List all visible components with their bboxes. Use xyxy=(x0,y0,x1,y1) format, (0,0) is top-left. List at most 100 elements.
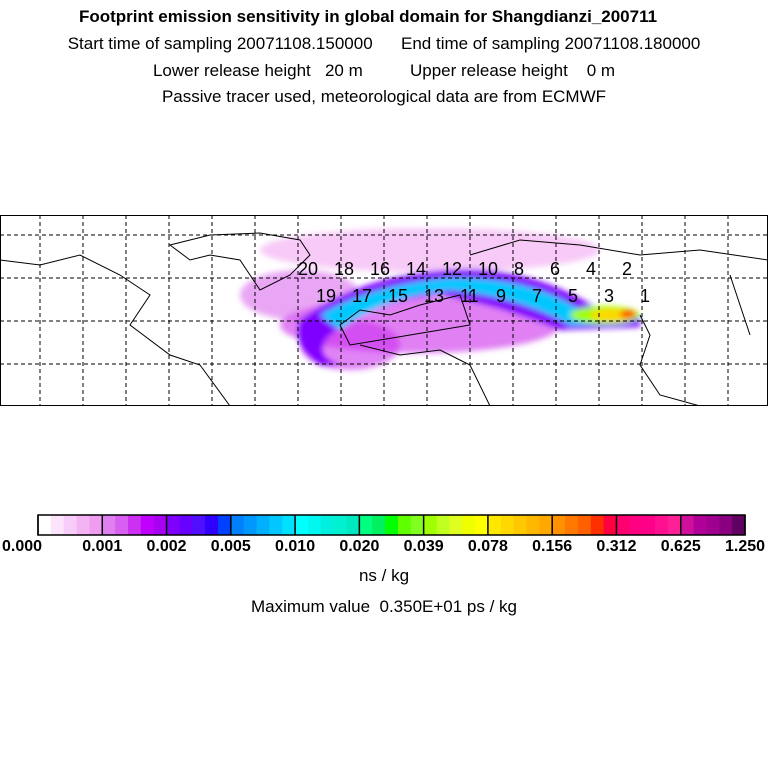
max-label: Maximum value xyxy=(250,597,371,616)
colorbar-swatch xyxy=(333,515,348,535)
colorbar-swatch xyxy=(487,515,502,535)
colorbar-swatch xyxy=(590,515,605,535)
trajectory-label: 3 xyxy=(604,286,614,306)
colorbar-swatch xyxy=(153,515,168,535)
colorbar-frame xyxy=(37,514,746,536)
colorbar-swatch xyxy=(513,515,527,535)
colorbar-swatch xyxy=(230,515,245,535)
trajectory-label: 8 xyxy=(514,259,524,279)
trajectory-label: 16 xyxy=(370,259,390,279)
colorbar-swatch xyxy=(680,515,695,535)
colorbar-swatch xyxy=(166,515,180,535)
trajectory-label: 10 xyxy=(478,259,498,279)
colorbar-swatch xyxy=(76,515,90,535)
colorbar-swatch xyxy=(462,515,476,535)
colorbar-tick-label: 0.312 xyxy=(596,538,637,555)
colorbar-tick-label: 0.156 xyxy=(532,538,573,555)
plot-title: Footprint emission sensitivity in global… xyxy=(78,7,658,26)
colorbar-swatch xyxy=(256,515,270,535)
colorbar-swatch xyxy=(667,515,682,535)
colorbar-swatch xyxy=(526,515,540,535)
colorbar-tick-label: 0.020 xyxy=(339,538,380,555)
colorbar-swatch xyxy=(102,515,116,535)
coastlines xyxy=(0,232,768,406)
trajectory-label: 12 xyxy=(442,259,462,279)
end-value: 20071108.180000 xyxy=(564,34,701,53)
colorbar-swatch xyxy=(295,515,309,535)
trajectory-label: 7 xyxy=(532,286,542,306)
end-label: End time of sampling xyxy=(401,34,560,53)
colorbar-tick-label: 1.250 xyxy=(724,538,766,555)
start-label: Start time of sampling xyxy=(67,34,233,53)
graticule xyxy=(0,215,768,406)
colorbar-swatch xyxy=(629,515,643,535)
colorbar-swatch xyxy=(50,515,65,535)
colorbar-swatch xyxy=(127,515,142,535)
colorbar-tick-label: 0.002 xyxy=(146,538,187,555)
trajectory-label: 15 xyxy=(388,286,408,306)
colorbar-swatch xyxy=(423,515,437,535)
colorbar-swatch xyxy=(642,515,656,535)
colorbar-swatch xyxy=(475,515,489,535)
colorbar-swatch xyxy=(269,515,283,535)
tracer-note: Passive tracer used, meteorological data… xyxy=(161,87,607,106)
colorbar-swatch xyxy=(539,515,553,535)
colorbar-tick-label: 0.039 xyxy=(403,538,444,555)
colorbar-swatch xyxy=(719,515,733,535)
colorbar-swatch xyxy=(693,515,707,535)
colorbar-tick-label: 0.625 xyxy=(660,538,701,555)
colorbar-unit: ns / kg xyxy=(358,566,410,585)
trajectory-label: 4 xyxy=(586,259,596,279)
colorbar-swatch xyxy=(192,515,206,535)
trajectory-label: 18 xyxy=(334,259,354,279)
colorbar-swatch xyxy=(616,515,630,535)
colorbar-tick-label: 0.000 xyxy=(1,538,43,555)
colorbar-swatch xyxy=(346,515,360,535)
trajectory-label: 19 xyxy=(316,286,336,306)
colorbar-tick-label: 0.005 xyxy=(210,538,251,555)
colorbar xyxy=(37,514,746,536)
colorbar-swatch xyxy=(449,515,463,535)
trajectory-label: 17 xyxy=(352,286,372,306)
colorbar-swatch xyxy=(359,515,373,535)
trajectory-label: 14 xyxy=(406,259,426,279)
release-heights: Lower release height 20 m Upper release … xyxy=(0,61,768,81)
upper-value: 0 m xyxy=(586,61,616,80)
colorbar-swatch xyxy=(655,515,669,535)
trajectory-label: 6 xyxy=(550,259,560,279)
sampling-times: Start time of sampling 20071108.150000 E… xyxy=(0,34,768,54)
colorbar-swatch xyxy=(410,515,425,535)
colorbar-tick-label: 0.010 xyxy=(275,538,316,555)
colorbar-swatch xyxy=(179,515,193,535)
colorbar-tick-label: 0.001 xyxy=(82,538,123,555)
colorbar-swatch xyxy=(140,515,155,535)
colorbar-swatch xyxy=(372,515,386,535)
colorbar-swatch xyxy=(397,515,412,535)
lower-value: 20 m xyxy=(324,61,363,80)
colorbar-swatch xyxy=(217,515,232,535)
trajectory-label: 2 xyxy=(622,259,632,279)
start-value: 20071108.150000 xyxy=(236,34,373,53)
colorbar-swatch xyxy=(552,515,566,535)
colorbar-swatch xyxy=(706,515,720,535)
colorbar-swatch xyxy=(565,515,579,535)
colorbar-swatch xyxy=(603,515,617,535)
colorbar-swatch xyxy=(500,515,515,535)
trajectory-label: 13 xyxy=(424,286,444,306)
colorbar-swatch xyxy=(385,515,399,535)
trajectory-label: 5 xyxy=(568,286,578,306)
colorbar-swatch xyxy=(89,515,103,535)
upper-label: Upper release height xyxy=(409,61,568,80)
trajectory-label: 20 xyxy=(298,259,318,279)
colorbar-swatch xyxy=(63,515,78,535)
colorbar-swatch xyxy=(243,515,258,535)
colorbar-swatch xyxy=(436,515,450,535)
trajectory-label: 1 xyxy=(640,286,650,306)
maximum-value: Maximum value 0.350E+01 ps / kg xyxy=(0,597,768,617)
colorbar-swatch xyxy=(205,515,219,535)
colorbar-swatch xyxy=(577,515,592,535)
colorbar-tick-label: 0.078 xyxy=(467,538,508,555)
